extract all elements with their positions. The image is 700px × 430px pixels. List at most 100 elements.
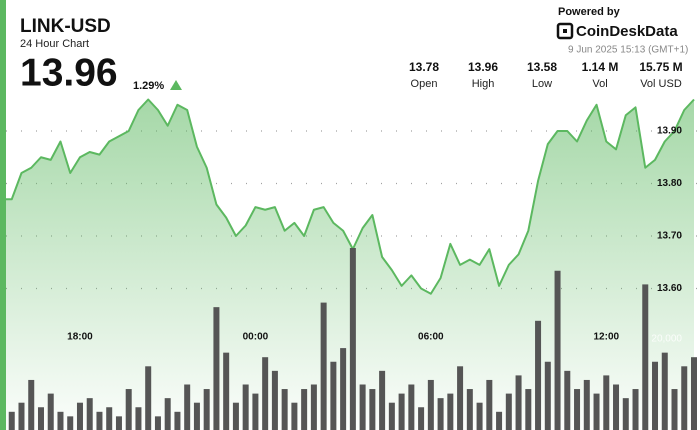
stat-value: 13.96 [468, 60, 498, 74]
volume-bar [213, 307, 220, 430]
volume-bar [681, 366, 688, 430]
volume-bar [642, 284, 649, 430]
volume-bar [593, 393, 600, 430]
volume-bar [554, 270, 561, 430]
symbol: LINK-USD [20, 16, 111, 37]
y2-tick-label: 20,000 [651, 334, 682, 345]
volume-bar [574, 389, 581, 430]
volume-bar [86, 398, 93, 430]
volume-bar [223, 352, 230, 430]
stat-value: 15.75 M [639, 60, 682, 74]
volume-bar [67, 416, 74, 430]
volume-bar [8, 411, 15, 430]
volume-bar [427, 379, 434, 430]
volume-bar [369, 389, 376, 430]
y-tick-label: 13.90 [657, 126, 682, 137]
subtitle: 24 Hour Chart [20, 38, 89, 50]
price-area [2, 99, 694, 430]
volume-bar [301, 389, 308, 430]
volume-bar [437, 398, 444, 430]
brand-logo: CoinDeskData [556, 22, 678, 40]
stat-value: 13.58 [527, 60, 557, 74]
volume-bar [661, 352, 668, 430]
x-tick-label: 00:00 [243, 332, 269, 343]
volume-bar [359, 384, 366, 430]
volume-bar [379, 370, 386, 430]
volume-bar [418, 407, 425, 430]
volume-bar [398, 393, 405, 430]
volume-bar [535, 320, 542, 430]
volume-bar [154, 416, 161, 430]
y-tick-label: 13.70 [657, 231, 682, 242]
volume-bar [515, 375, 522, 430]
plot: 13.60 13.70 13.80 13.90 20,000 18:00 00:00 06:0… [0, 98, 700, 430]
up-arrow [170, 80, 182, 90]
volume-bar [145, 366, 152, 430]
stat-value: 13.78 [409, 60, 439, 74]
volume-bar [349, 248, 356, 430]
volume-bar [310, 384, 317, 430]
volume-bar [671, 389, 678, 430]
volume-bar [184, 384, 191, 430]
volume-bar [457, 366, 464, 430]
volume-bar [583, 379, 590, 430]
volume-bar [652, 361, 659, 430]
volume-bar [691, 357, 697, 430]
volume-bar [135, 407, 142, 430]
volume-bar [203, 389, 210, 430]
volume-bar [281, 389, 288, 430]
volume-bar [408, 384, 415, 430]
volume-bar [330, 361, 337, 430]
volume-bar [340, 348, 347, 430]
price-line [2, 98, 695, 295]
y-tick-label: 13.80 [657, 178, 682, 189]
volume-bar [125, 389, 132, 430]
volume-bar [476, 402, 483, 430]
volume-bar [271, 370, 278, 430]
volume-bar [193, 402, 200, 430]
powered-by: Powered by [558, 6, 621, 18]
volume-bar [242, 384, 249, 430]
volume-bar [525, 389, 532, 430]
volume-bar [544, 361, 551, 430]
stat-label: Vol [592, 78, 607, 90]
volume-bar [96, 411, 103, 430]
volume-bar [262, 357, 269, 430]
volume-bar [164, 398, 171, 430]
volume-bar [388, 402, 395, 430]
stat-label: Low [532, 78, 552, 90]
volume-bar [622, 398, 629, 430]
x-tick-label: 12:00 [593, 332, 619, 343]
volume-bar [76, 402, 83, 430]
stat-value: 1.14 M [582, 60, 619, 74]
logo-icon [556, 22, 574, 40]
volume-bar [37, 407, 44, 430]
volume-bar [564, 370, 571, 430]
volume-bar [106, 407, 113, 430]
volume-bar [18, 402, 25, 430]
logo-icon-dot [563, 29, 567, 33]
volume-bar [174, 411, 181, 430]
timestamp: 9 Jun 2025 15:13 (GMT+1) [568, 45, 688, 56]
volume-bar [320, 302, 327, 430]
volume-bar [505, 393, 512, 430]
stat-label: Open [411, 78, 438, 90]
stats: 13.78 Open 13.96 High 13.58 Low 1.14 M Vol 15.75… [409, 60, 683, 90]
volume-bar [28, 379, 35, 430]
brand: CoinDeskData [576, 23, 678, 40]
stat-label: High [472, 78, 495, 90]
volume-bar [115, 416, 122, 430]
volume-bar [252, 393, 259, 430]
y-tick-label: 13.60 [657, 283, 682, 294]
change: 1.29% [133, 80, 164, 92]
volume-bar [466, 389, 473, 430]
volume-bar [232, 402, 239, 430]
volume-bar [603, 375, 610, 430]
volume-bar [47, 393, 54, 430]
price: 13.96 [20, 51, 118, 94]
x-tick-label: 18:00 [67, 332, 93, 343]
x-tick-label: 06:00 [418, 332, 444, 343]
volume-bar [486, 379, 493, 430]
accent-bar [0, 0, 6, 430]
volume-bar [496, 411, 503, 430]
